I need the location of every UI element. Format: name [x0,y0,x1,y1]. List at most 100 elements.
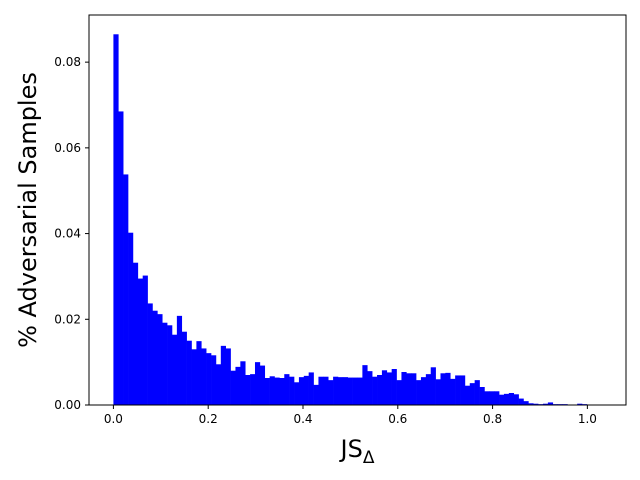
histogram-bar [386,372,392,405]
histogram-bar [220,345,226,405]
histogram-bar [298,377,305,405]
histogram-bar [377,375,383,405]
histogram-bar [357,377,363,405]
histogram-bar [401,372,407,405]
histogram-bar [259,365,266,405]
histogram-bar [245,375,251,405]
x-tick-label: 0.2 [199,412,218,426]
x-axis-label-main: JS [339,435,363,463]
histogram-bar [181,331,187,405]
histogram-bar [337,377,344,405]
y-tick-label: 0.02 [54,312,81,326]
histogram-bar [469,383,475,405]
x-tick-label: 1.0 [578,412,597,426]
histogram-bar [142,275,148,405]
x-tick-label: 0.8 [483,412,502,426]
y-axis-label: % Adversarial Samples [14,72,42,348]
histogram-bar [250,374,256,405]
histogram-bar [162,322,168,405]
x-axis-label-subscript: Δ [363,448,375,468]
histogram-bar [440,373,446,405]
y-axis-ticks: 0.00 0.02 0.04 0.06 0.08 [54,55,89,412]
histogram-bar [547,402,554,405]
histogram-bar [484,391,490,405]
y-tick-label: 0.00 [54,398,81,412]
histogram-bar [503,393,510,405]
histogram-bar [157,314,163,405]
histogram-bar [128,232,134,405]
y-tick-label: 0.04 [54,227,81,241]
histogram-bar [489,391,495,405]
x-tick-label: 0.4 [293,412,312,426]
histogram-bar [313,384,319,405]
histogram-bar [543,403,549,405]
histogram-bar [333,376,339,405]
histogram-bar [464,385,471,405]
histogram-bar [186,340,192,405]
histogram-bar [152,310,158,405]
histogram-bar [294,382,300,405]
histogram-bar [396,380,402,405]
x-axis-ticks: 0.0 0.2 0.4 0.6 0.8 1.0 [104,405,597,426]
histogram-bar [113,34,119,405]
histogram-bar [201,348,207,405]
x-tick-label: 0.0 [104,412,123,426]
histogram-bar [455,375,461,405]
histogram-bar [118,111,124,406]
histogram-bar [176,315,183,405]
histogram-bar [523,401,529,405]
histogram-bar [230,370,236,405]
histogram-bar [284,374,290,405]
histogram-bar [289,376,295,405]
histogram-bar [264,378,270,405]
histogram-bar [425,374,432,405]
histogram-bar [269,376,275,405]
histogram-bar [367,371,373,405]
histogram-bar [318,376,324,405]
histogram-bar [347,377,353,405]
histogram-bar [167,325,173,405]
histogram-bar [279,378,285,405]
histogram-bar [196,341,202,405]
histogram-bar [420,377,427,405]
histogram-bar [406,373,412,405]
histogram-bar [372,376,378,405]
histogram-bar [171,334,178,405]
histogram-bar [445,372,451,405]
histogram-bar [513,394,519,405]
histogram-bar [508,393,515,405]
histogram-bar [323,376,329,405]
histogram-bar [303,375,309,405]
histogram-bar [499,394,505,405]
x-axis-label: JSΔ [339,435,375,468]
histogram-bar [132,262,139,405]
histogram-bar [191,349,197,405]
histogram-bar [328,380,334,405]
histogram-bar [577,403,583,405]
histogram-bar [474,380,480,405]
histogram-bar [206,353,212,405]
histogram-bar [308,372,314,405]
histogram-bar [342,377,349,405]
histogram-bar [416,380,422,405]
histogram-bar [450,378,456,405]
histogram-bar [435,379,441,405]
y-tick-label: 0.06 [54,141,81,155]
histogram-bar [518,398,524,405]
histogram-bar [225,348,231,405]
histogram-bar [352,377,358,405]
histogram-bar [147,303,153,405]
histogram-bar [460,375,466,405]
histogram-bar [430,367,436,405]
y-tick-label: 0.08 [54,55,81,69]
histogram-bar [215,364,222,405]
histogram-bar [235,366,241,405]
histogram-bar [391,369,397,405]
histogram-bar [240,361,246,405]
histogram-bars [113,34,598,406]
plot-frame [88,14,627,406]
histogram-bar [528,403,534,405]
histogram-bar [411,373,417,405]
